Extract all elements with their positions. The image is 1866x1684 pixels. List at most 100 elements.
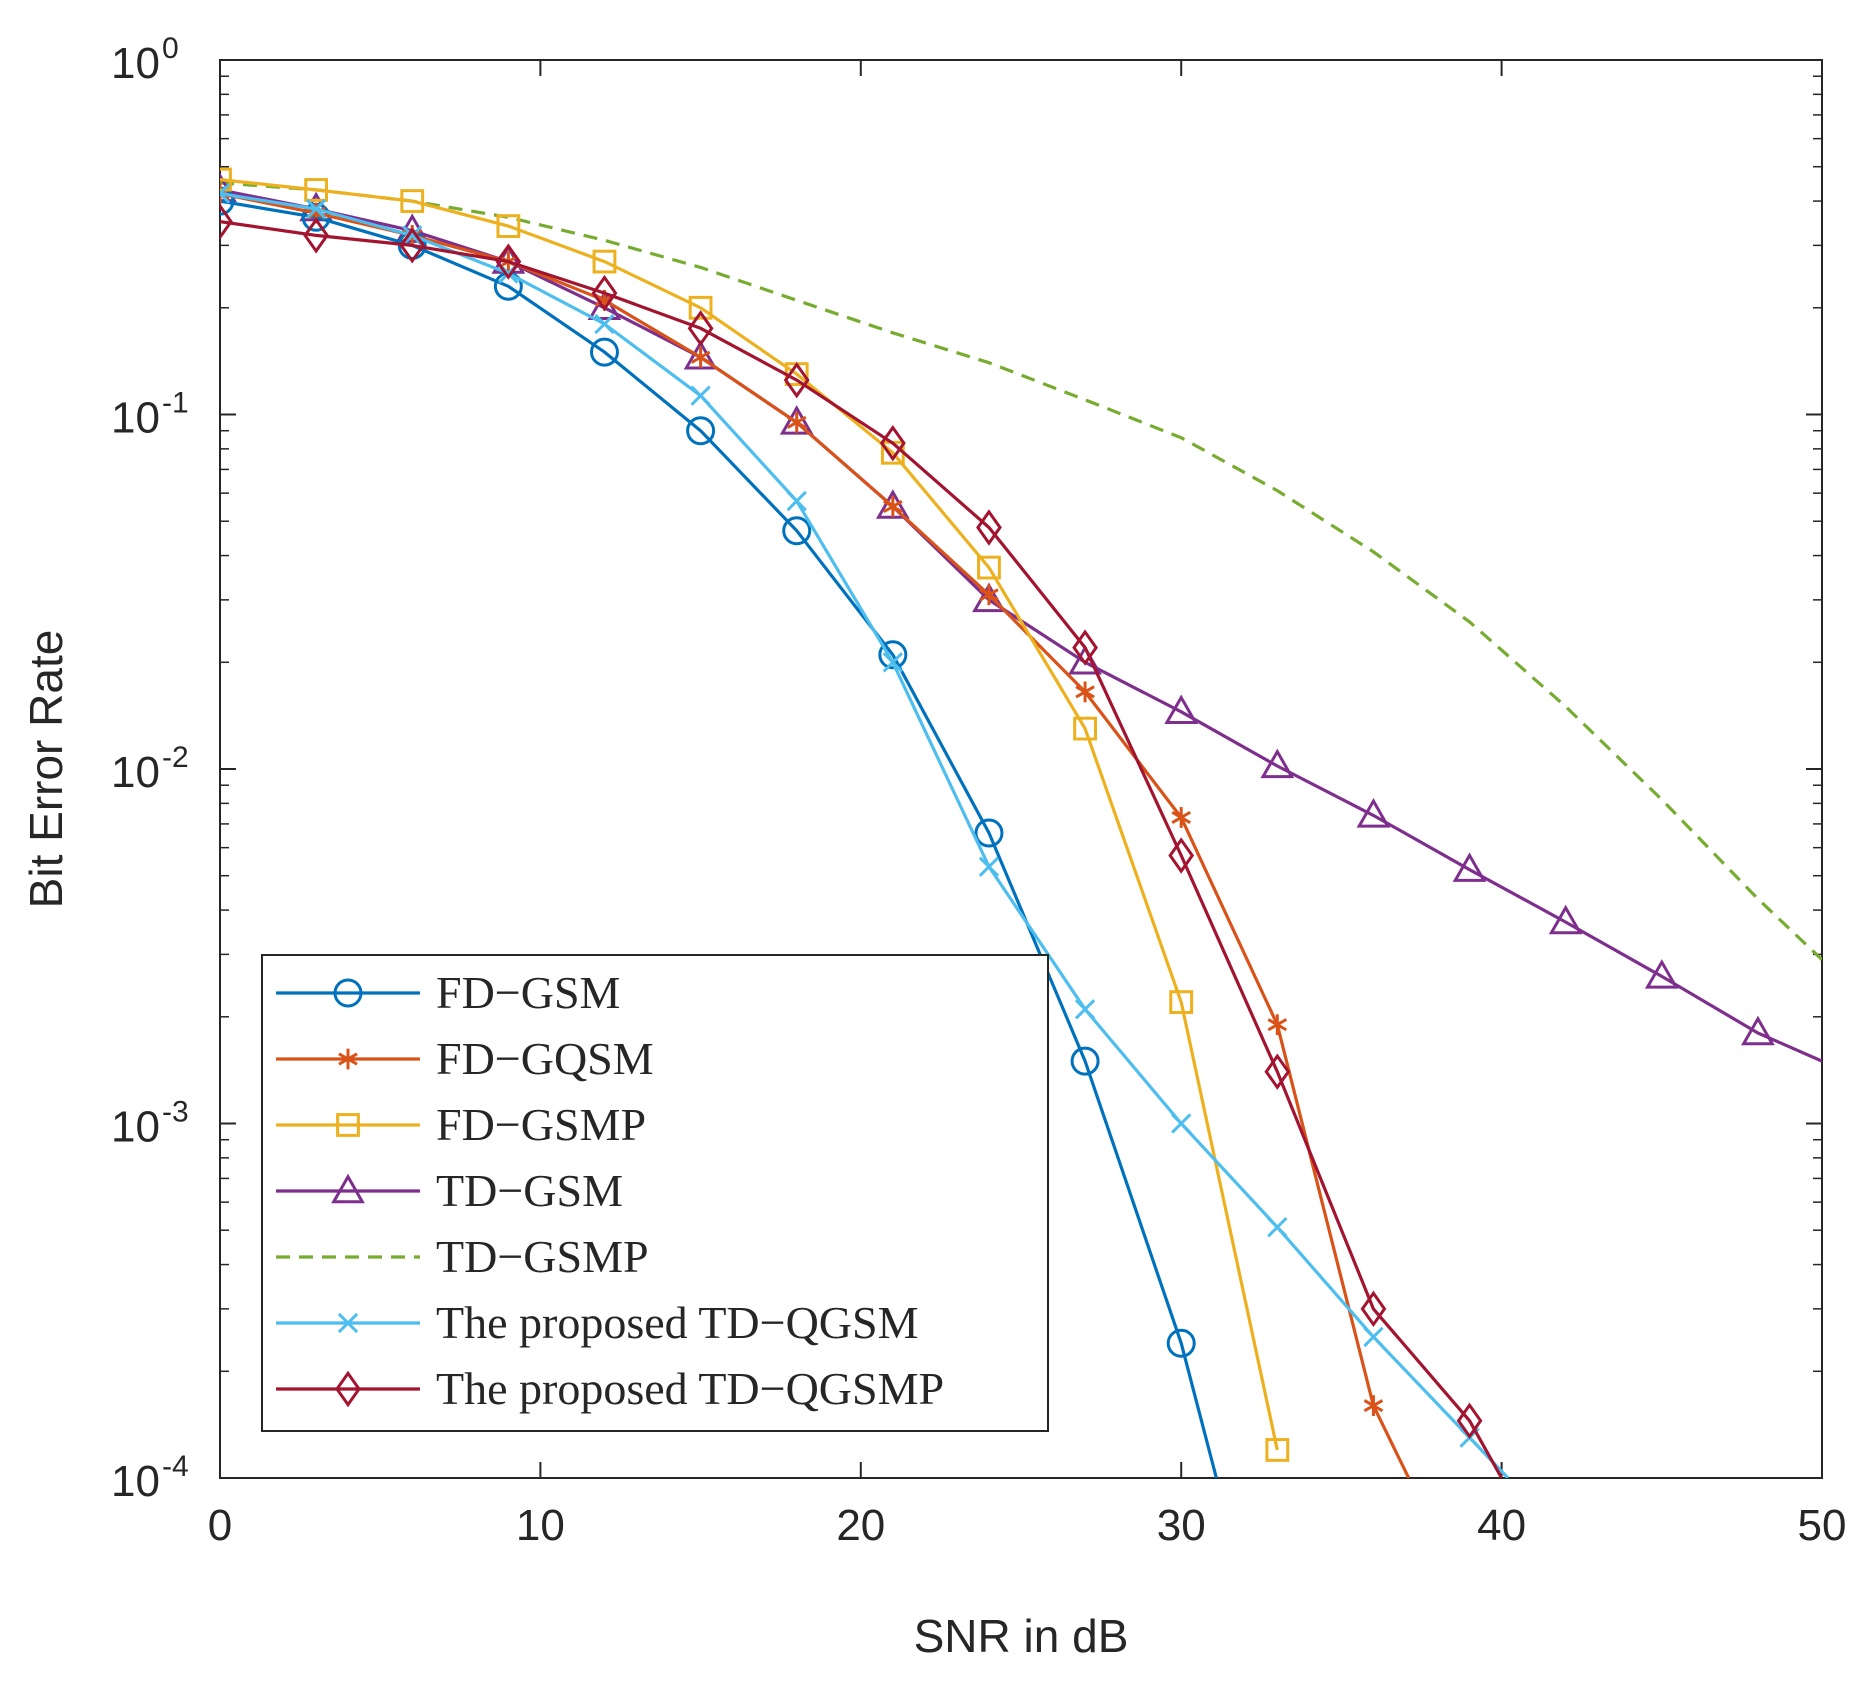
marker-stroke: [402, 225, 423, 246]
marker-shape: [400, 189, 425, 213]
data-point: [1456, 1402, 1483, 1439]
x-tick-label: 40: [1477, 1501, 1526, 1550]
legend-label: TD−GSMP: [436, 1231, 649, 1282]
data-point: [1360, 1290, 1387, 1328]
x-tick-labels: 0 10 20 30 40 50: [208, 1501, 1847, 1550]
marker-stroke: [1075, 685, 1095, 699]
data-point: [400, 189, 425, 213]
legend-item-the-proposed-td-qgsmp: The proposed TD−QGSMP: [276, 1363, 944, 1414]
y-tick-label: 10 -2: [111, 741, 189, 797]
marker-shape: [331, 1173, 365, 1204]
marker-shape: [1164, 694, 1199, 725]
marker-stroke: [979, 588, 999, 602]
data-point: [1164, 694, 1199, 725]
x-tick-label: 50: [1798, 1501, 1847, 1550]
marker-shape: [1548, 904, 1583, 935]
data-point: [1264, 1053, 1291, 1090]
marker-shape: [1166, 1328, 1196, 1358]
data-point: [779, 405, 814, 435]
y-tick-exponent: -1: [162, 387, 189, 420]
marker-shape: [1072, 629, 1098, 666]
x-tick-label: 20: [836, 1501, 885, 1550]
data-point: [1074, 999, 1096, 1020]
marker-shape: [589, 337, 619, 367]
data-point: [1072, 629, 1098, 666]
marker-shape: [336, 1113, 360, 1137]
marker-shape: [220, 186, 235, 216]
data-point: [879, 424, 906, 462]
marker-shape: [1356, 798, 1391, 828]
marker-shape: [875, 489, 910, 519]
data-point: [589, 337, 619, 367]
data-point: [220, 167, 232, 192]
marker-shape: [335, 1370, 361, 1408]
series-fd-gsm: [220, 186, 1218, 1478]
marker-shape: [878, 640, 908, 670]
marker-shape: [591, 274, 618, 312]
data-point: [1548, 904, 1583, 935]
x-tick-label: 10: [516, 1501, 565, 1550]
y-tick-label: 10 -4: [111, 1450, 189, 1506]
marker-shape: [399, 227, 426, 264]
marker-shape: [220, 167, 232, 192]
data-point: [687, 310, 714, 347]
marker-shape: [1644, 959, 1679, 989]
data-point: [591, 274, 618, 312]
data-point: [220, 186, 235, 216]
data-point: [977, 555, 1001, 580]
marker-stroke: [1363, 1326, 1384, 1348]
marker-stroke: [690, 385, 711, 406]
legend-label: FD−GSMP: [436, 1099, 646, 1150]
y-tick-label: 10 -3: [111, 1096, 189, 1152]
data-point: [1171, 807, 1191, 828]
marker-shape: [1070, 1046, 1100, 1076]
legend-item-td-gsmp: TD−GSMP: [276, 1231, 649, 1282]
legend-item-fd-gsmp: FD−GSMP: [276, 1099, 646, 1150]
data-point: [979, 584, 999, 606]
marker-shape: [1456, 1402, 1483, 1439]
legend: FD−GSM FD−GQSM FD−GSMP TD−GSM TD−GSMP The pro…: [261, 954, 1049, 1432]
marker-shape: [974, 818, 1004, 848]
marker-stroke: [594, 313, 615, 335]
marker-shape: [977, 555, 1001, 580]
major-ticks: [219, 59, 1823, 1479]
series-the-proposed-td-qgsm: [220, 183, 1510, 1478]
data-point: [1363, 1395, 1384, 1417]
marker-stroke: [1267, 1217, 1288, 1238]
data-point: [1356, 798, 1391, 828]
marker-stroke: [338, 1052, 358, 1066]
legend-label: The proposed TD−QGSMP: [436, 1363, 944, 1414]
marker-shape: [688, 295, 713, 320]
legend-label: FD−GSM: [436, 967, 620, 1018]
y-tick-base: 10: [111, 748, 160, 797]
legend-marker: [337, 1312, 359, 1334]
marker-shape: [220, 203, 233, 240]
marker-shape: [333, 978, 363, 1008]
data-point: [690, 385, 711, 406]
marker-shape: [686, 416, 716, 446]
y-tick-label: 10 0: [111, 32, 179, 88]
y-axis-label: Bit Error Rate: [20, 630, 72, 909]
data-point: [303, 217, 330, 254]
marker-stroke: [1074, 999, 1096, 1020]
data-point: [1267, 1217, 1288, 1238]
marker-shape: [1452, 852, 1487, 882]
marker-shape: [1265, 1438, 1290, 1462]
series-fd-gsmp: [220, 167, 1290, 1462]
series-layer: [220, 167, 1822, 1478]
y-tick-base: 10: [111, 39, 160, 88]
series-the-proposed-td-qgsmp: [220, 203, 1503, 1478]
data-point: [974, 818, 1004, 848]
data-point: [1265, 1438, 1290, 1462]
data-point: [220, 183, 231, 204]
data-point: [305, 198, 327, 220]
marker-shape: [879, 424, 906, 462]
x-axis-label: SNR in dB: [914, 1610, 1129, 1662]
data-point: [1169, 990, 1194, 1015]
data-point: [496, 214, 521, 238]
y-tick-base: 10: [111, 1103, 160, 1152]
data-point: [594, 313, 615, 335]
marker-stroke: [786, 490, 807, 512]
data-point: [1171, 1113, 1192, 1134]
marker-shape: [495, 243, 522, 280]
